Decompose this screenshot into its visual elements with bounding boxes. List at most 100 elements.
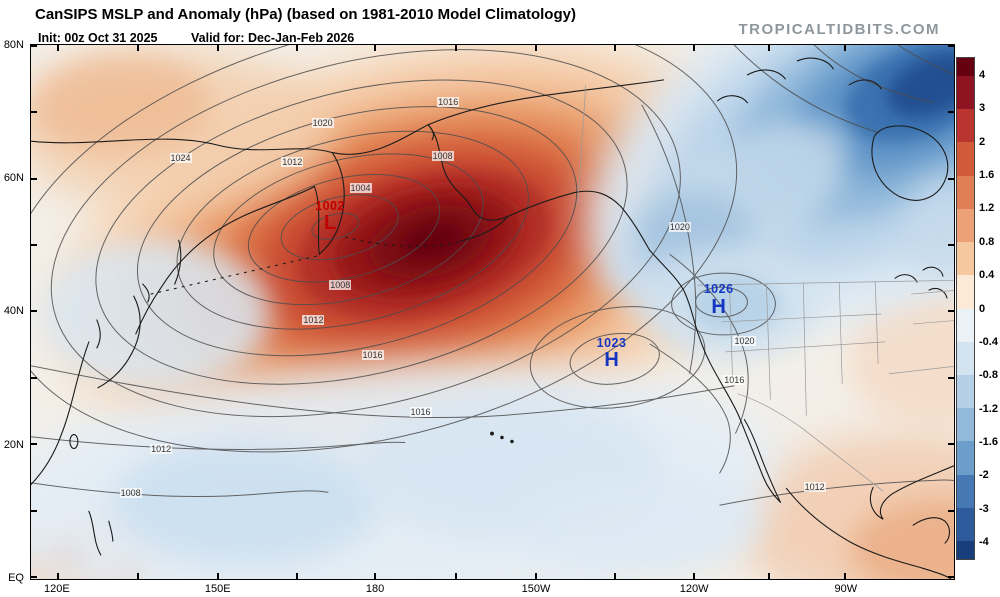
colorbar-tick-label: -2 [979, 469, 989, 482]
colorbar-tick-label: 0.4 [979, 269, 995, 282]
grid-tick [948, 177, 954, 180]
grid-tick [948, 45, 954, 48]
grid-tick [948, 309, 954, 312]
grid-tick [31, 111, 37, 114]
pressure-center-value: 1026 [703, 282, 734, 297]
lat-tick-label: 80N [3, 39, 24, 52]
run-info: Init: 00z Oct 31 2025 Valid for: Dec-Jan… [38, 31, 384, 45]
contour-label: 1012 [302, 315, 325, 325]
grid-tick [948, 111, 954, 114]
grid-tick [768, 573, 771, 579]
grid-tick [31, 177, 37, 180]
grid-tick [454, 573, 457, 579]
lon-tick-label: 90W [834, 583, 858, 595]
colorbar-segment [957, 541, 974, 560]
page-title: CanSIPS MSLP and Anomaly (hPa) (based on… [35, 6, 576, 23]
longitude-axis: 120E 150E 180 150W 120W 90W [30, 581, 955, 597]
grid-tick [692, 45, 695, 51]
grid-tick [31, 45, 37, 48]
contour-label: 1004 [349, 182, 372, 193]
grid-tick [56, 573, 59, 579]
grid-tick [613, 573, 616, 579]
site-watermark: TROPICALTIDBITS.COM [738, 21, 940, 38]
pressure-center-l-1002: 1002 L [315, 200, 345, 234]
grid-tick [844, 45, 847, 51]
coastlines [31, 57, 954, 579]
grid-tick [844, 573, 847, 579]
grid-tick [948, 575, 954, 578]
colorbar-tick-label: -3 [979, 502, 989, 515]
grid-tick [31, 443, 37, 446]
contour-label: 1020 [733, 335, 756, 346]
pressure-center-symbol: H [711, 295, 726, 318]
grid-tick [137, 45, 140, 51]
colorbar-segment [957, 208, 974, 243]
grid-tick [56, 45, 59, 51]
map-canvas: 1016 1020 1024 1012 1008 1004 1008 1012 1016 1016… [30, 44, 955, 580]
colorbar-segment [957, 142, 974, 176]
contour-label: 1024 [169, 152, 192, 163]
colorbar-tick-label: 3 [979, 102, 986, 115]
lon-tick-label: 180 [365, 583, 385, 595]
contour-label: 1020 [311, 117, 334, 128]
grid-tick [217, 45, 220, 51]
lat-tick-label: 20N [3, 438, 24, 451]
lat-tick-label: EQ [8, 571, 24, 584]
lat-tick-label: 60N [3, 172, 24, 184]
colorbar-segment [957, 242, 974, 276]
pressure-center-value: 1023 [596, 335, 627, 350]
grid-tick [374, 573, 377, 579]
grid-tick [948, 376, 954, 379]
isobar-contours [31, 45, 954, 506]
grid-tick [295, 573, 298, 579]
grid-tick [534, 45, 537, 51]
contour-label: 1016 [723, 374, 746, 385]
grid-tick [768, 45, 771, 51]
lon-tick-label: 150W [521, 583, 551, 595]
pressure-center-h-1023: 1023 H [597, 337, 627, 371]
colorbar-segment [957, 308, 974, 342]
grid-tick [295, 45, 298, 51]
colorbar-tick-label: 1.2 [979, 202, 995, 215]
colorbar-segment [957, 109, 974, 143]
contour-label: 1008 [431, 150, 454, 161]
contour-label: 1016 [361, 349, 384, 360]
contour-label: 1016 [409, 407, 432, 418]
grid-tick [454, 45, 457, 51]
colorbar-segment [957, 374, 974, 409]
pressure-center-symbol: H [604, 349, 619, 372]
lat-tick-label: 40N [3, 304, 24, 317]
colorbar-segment [957, 58, 974, 76]
contour-label: 1008 [329, 280, 352, 291]
grid-tick [31, 243, 37, 246]
grid-tick [137, 573, 140, 579]
anomaly-shading [31, 45, 954, 579]
colorbar-segment [957, 175, 974, 209]
colorbar-tick-labels: 4 3 2 1.6 1.2 0.8 0.4 0 -0.4 -0.8 -1.2 -1.6 -2 -3 -4 [979, 57, 1000, 560]
colorbar-tick-label: -1.2 [979, 402, 998, 415]
contour-label: 1016 [437, 96, 460, 107]
colorbar-segment [957, 408, 974, 442]
grid-tick [948, 509, 954, 512]
colorbar-tick-label: -1.6 [979, 435, 998, 448]
anomaly-map-graphic [31, 45, 954, 579]
contour-label: 1012 [281, 157, 304, 168]
colorbar-segment [957, 507, 974, 542]
colorbar-tick-label: -4 [979, 536, 989, 548]
lon-tick-label: 150E [204, 583, 231, 595]
contour-label: 1012 [803, 482, 826, 493]
colorbar-segment [957, 441, 974, 475]
pressure-center-value: 1002 [315, 198, 345, 213]
pressure-center-h-1026: 1026 H [704, 283, 734, 317]
grid-tick [31, 509, 37, 512]
colorbar-segment [957, 275, 974, 309]
colorbar-tick-label: 0.8 [979, 235, 995, 248]
colorbar-segment [957, 474, 974, 508]
contour-label: 1020 [668, 221, 691, 232]
colorbar-tick-label: 0 [979, 302, 986, 315]
colorbar-tick-label: -0.4 [979, 335, 998, 348]
grid-tick [613, 45, 616, 51]
init-time-label: Init: 00z Oct 31 2025 [38, 31, 158, 45]
grid-tick [534, 573, 537, 579]
